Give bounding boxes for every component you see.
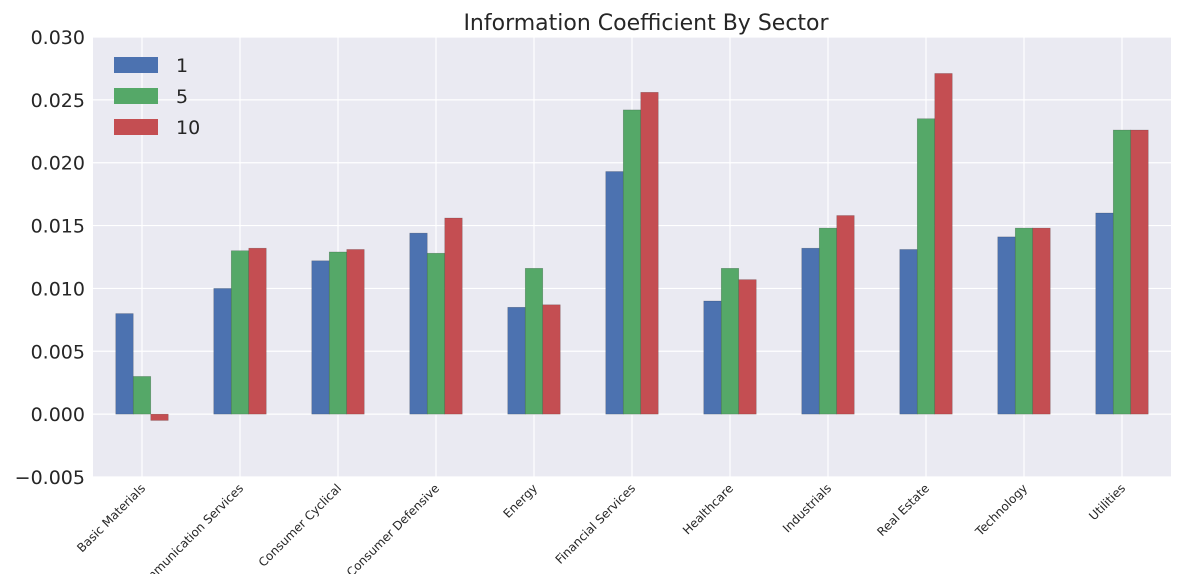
x-tick-label: Real Estate — [874, 481, 932, 539]
bar-1-7 — [801, 247, 820, 415]
bar-10-8 — [934, 73, 953, 415]
x-tick-label: Technology — [972, 481, 1030, 539]
bar-1-10 — [1095, 212, 1114, 415]
bar-5-5 — [622, 109, 642, 415]
legend-label: 5 — [176, 86, 188, 108]
y-tick-label: 0.005 — [31, 341, 85, 363]
y-tick-label: 0.000 — [31, 404, 85, 426]
legend-swatch-1 — [114, 57, 158, 73]
y-axis-ticks: 0.030 0.025 0.020 0.015 0.010 0.005 0.000 −0.00… — [15, 27, 85, 489]
legend-swatch-5 — [114, 88, 158, 104]
x-tick-label: Communication Services — [131, 481, 246, 574]
x-tick-label: Basic Materials — [74, 481, 148, 555]
bar-5-0 — [132, 376, 152, 415]
bar-5-1 — [230, 250, 250, 415]
y-tick-label: 0.020 — [31, 153, 85, 175]
x-tick-label: Energy — [501, 481, 541, 521]
bar-5-2 — [328, 251, 348, 415]
x-tick-label: Consumer Defensive — [344, 481, 442, 574]
bar-5-4 — [524, 268, 544, 415]
x-tick-label: Consumer Cyclical — [256, 481, 344, 569]
x-tick-label: Financial Services — [553, 481, 639, 567]
y-tick-label: 0.015 — [31, 216, 85, 238]
y-tick-label: 0.025 — [31, 90, 85, 112]
bar-1-9 — [997, 236, 1016, 415]
legend-swatch-10 — [114, 119, 158, 135]
bar-5-10 — [1112, 129, 1132, 415]
bar-5-8 — [916, 118, 936, 415]
x-tick-label: Healthcare — [680, 481, 736, 537]
bar-10-10 — [1130, 129, 1149, 415]
bar-1-5 — [605, 171, 624, 415]
bar-5-3 — [426, 252, 446, 415]
bar-10-3 — [444, 217, 463, 415]
bar-10-1 — [248, 247, 267, 415]
bar-1-4 — [507, 306, 526, 415]
bar-1-6 — [703, 300, 722, 415]
bar-5-7 — [818, 227, 838, 415]
bar-1-3 — [409, 232, 428, 415]
bar-1-1 — [213, 288, 232, 415]
bar-1-2 — [311, 260, 330, 415]
bar-5-9 — [1014, 227, 1034, 415]
bar-10-2 — [346, 249, 365, 415]
bar-10-4 — [542, 304, 561, 415]
x-tick-label: Industrials — [780, 481, 834, 535]
y-tick-label: 0.010 — [31, 278, 85, 300]
chart-title: Information Coefficient By Sector — [463, 11, 829, 36]
bar-10-5 — [640, 92, 659, 415]
bar-10-6 — [738, 279, 757, 415]
bar-10-9 — [1032, 227, 1051, 415]
bars — [115, 73, 1149, 421]
bar-10-0 — [150, 413, 169, 421]
bar-10-7 — [836, 215, 855, 415]
y-tick-label: 0.030 — [31, 27, 85, 49]
legend-label: 1 — [176, 55, 188, 77]
bar-1-0 — [115, 313, 134, 415]
bar-5-6 — [720, 268, 740, 415]
x-tick-label: Utilities — [1086, 481, 1128, 523]
legend-label: 10 — [176, 117, 200, 139]
y-tick-label: −0.005 — [15, 467, 85, 489]
bar-1-8 — [899, 249, 918, 415]
